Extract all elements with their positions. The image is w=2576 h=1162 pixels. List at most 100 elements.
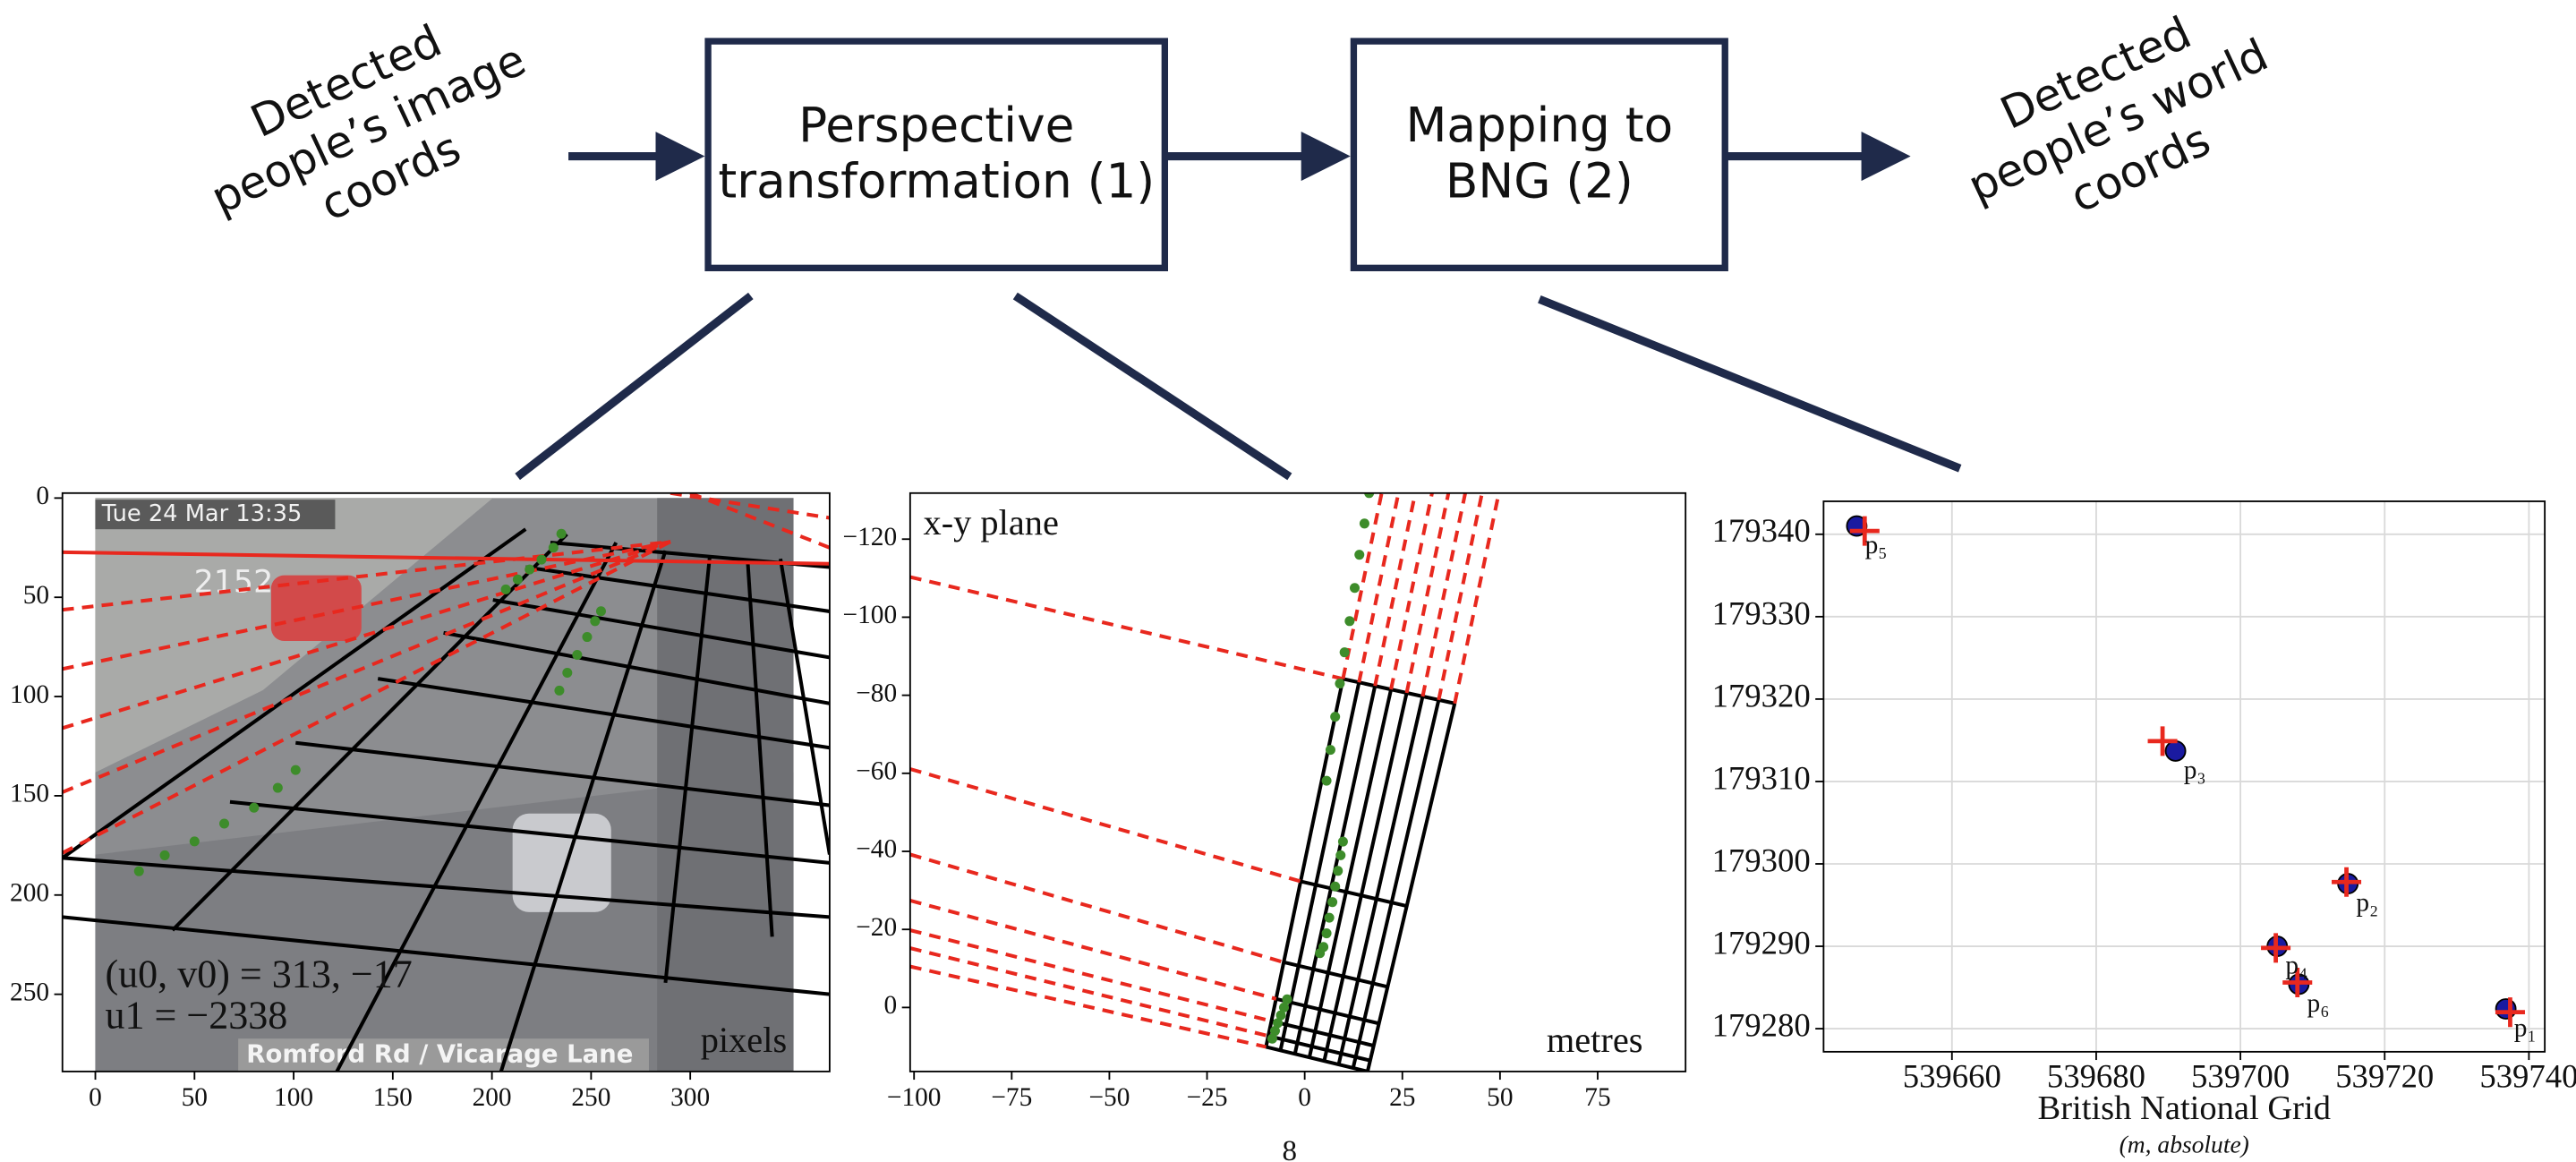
x-axis-sublabel: (m, absolute) <box>2120 1131 2249 1158</box>
track-point <box>1333 866 1343 876</box>
projection-line <box>909 767 1301 884</box>
image-banner <box>95 500 336 530</box>
projection-line <box>1307 688 1394 1058</box>
image-banner <box>238 1038 650 1072</box>
x-tick-label: 300 <box>670 1083 710 1112</box>
process-box <box>1350 38 1728 272</box>
projection-line <box>909 964 1267 1049</box>
point-label: p₅ <box>1865 531 1888 560</box>
x-tick-label: 200 <box>473 1083 512 1112</box>
x-tick-label: −25 <box>1187 1083 1228 1112</box>
track-point <box>572 649 583 661</box>
box-label: transformation (1) <box>718 153 1155 209</box>
y-tick-label: 0 <box>36 482 49 510</box>
plot-area <box>909 492 1501 1072</box>
plot-frame <box>61 491 831 1072</box>
annotation: u1 = −2338 <box>105 993 287 1037</box>
output-label: Detected people’s world coords <box>1960 6 2275 223</box>
track-point <box>1339 647 1350 658</box>
projection-line <box>229 799 830 865</box>
track-point <box>1344 616 1355 627</box>
track-point <box>1324 912 1335 923</box>
x-tick-label: −100 <box>887 1083 942 1112</box>
annotation: (u0, v0) = 313, −17 <box>105 952 412 995</box>
projection-line <box>1420 492 1468 697</box>
y-tick-label: −100 <box>843 601 898 629</box>
track-point <box>1335 850 1346 860</box>
track-point <box>290 765 301 775</box>
track-point <box>189 836 200 847</box>
track-point <box>1327 897 1338 908</box>
track-point <box>556 528 567 539</box>
track-point <box>1269 1026 1280 1037</box>
projection-line <box>1453 492 1501 705</box>
point-label: p₃ <box>2184 756 2206 784</box>
x-tick-label: 539660 <box>1903 1057 2001 1094</box>
y-tick-label: −120 <box>843 523 898 551</box>
x-tick-label: −50 <box>1088 1083 1130 1112</box>
projection-line <box>492 598 830 660</box>
projection-line <box>1341 492 1384 679</box>
image-timestamp: Tue 24 Mar 13:35 <box>101 500 303 527</box>
projection-line <box>1389 492 1434 690</box>
y-tick-label: 179310 <box>1712 759 1811 796</box>
projection-line <box>499 550 668 1072</box>
x-axis-label: British National Grid <box>2038 1089 2331 1127</box>
x-tick-label: 539740 <box>2479 1057 2576 1094</box>
projection-line <box>62 527 527 859</box>
projection-line <box>1373 492 1418 687</box>
track-point <box>1364 492 1375 499</box>
projection-line <box>689 492 830 550</box>
estimate-marker <box>1849 516 1880 546</box>
track-point <box>548 543 559 553</box>
x-tick-label: 0 <box>89 1083 102 1112</box>
track-point <box>159 850 170 860</box>
y-tick-label: 179330 <box>1712 594 1811 631</box>
projection-line <box>909 928 1273 1023</box>
y-tick-label: −60 <box>856 757 897 786</box>
image-location: Romford Rd / Vicarage Lane <box>246 1040 633 1069</box>
track-point <box>536 554 547 565</box>
y-tick-label: 250 <box>10 978 49 1006</box>
projection-line <box>443 630 830 705</box>
x-tick-label: 250 <box>571 1083 610 1112</box>
estimate-marker <box>2261 933 2291 963</box>
x-tick-label: 150 <box>373 1083 413 1112</box>
projection-line <box>295 740 830 807</box>
image-vehicle <box>270 575 362 641</box>
projection-line <box>909 575 1343 681</box>
y-tick-label: 179290 <box>1712 924 1811 961</box>
projection-line <box>1437 492 1484 701</box>
projection-line <box>1283 960 1388 989</box>
track-point <box>1330 712 1341 722</box>
track-point <box>1315 948 1326 959</box>
corner-title: x-y plane <box>924 502 1059 543</box>
projection-line <box>1351 699 1441 1069</box>
point-label: p₄ <box>2285 952 2307 980</box>
y-tick-label: 100 <box>10 680 49 709</box>
box-label: BNG (2) <box>1446 153 1633 209</box>
box-label: Mapping to <box>1405 98 1673 153</box>
point-label: p₁ <box>2514 1014 2537 1043</box>
projection-line <box>1300 879 1408 909</box>
projection-line <box>1278 681 1361 1051</box>
plot-frame <box>908 491 1687 1072</box>
track-point <box>512 574 523 585</box>
projection-line <box>909 852 1284 964</box>
image-region <box>657 498 794 1072</box>
y-tick-label: 200 <box>10 879 49 908</box>
track-point <box>1359 518 1369 529</box>
y-tick-label: 179280 <box>1712 1007 1811 1044</box>
projection-line <box>62 540 671 671</box>
track-point <box>249 802 260 813</box>
projection-line <box>62 540 671 794</box>
track-point <box>1321 775 1332 786</box>
x-tick-label: 539720 <box>2335 1057 2434 1094</box>
projection-line <box>1404 492 1451 694</box>
panel: 539660 539680 539700 539720 539740 179280 1792… <box>1712 500 2576 1158</box>
image-region <box>95 772 794 1072</box>
track-point <box>272 782 283 793</box>
